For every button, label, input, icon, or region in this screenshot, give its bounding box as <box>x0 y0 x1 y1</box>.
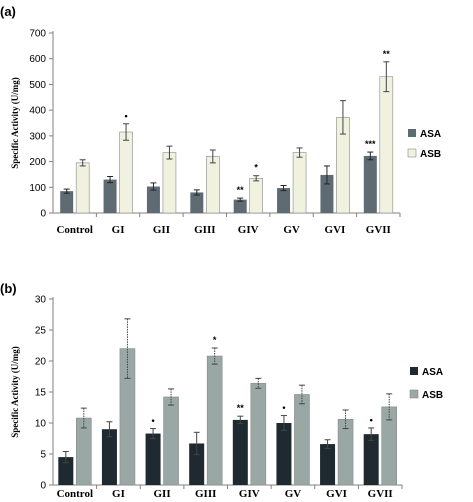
panel-label: (b) <box>0 281 17 296</box>
x-category-label: GI <box>112 224 125 236</box>
y-axis-label: Specific Activity (U/mg) <box>10 346 20 437</box>
y-tick-label: 25 <box>35 326 47 337</box>
x-category-label: GVII <box>366 224 391 236</box>
bar-asb <box>76 417 92 486</box>
legend-swatch-asb <box>407 148 417 158</box>
y-tick-label: 20 <box>35 357 47 368</box>
x-category-label: GI <box>112 488 125 500</box>
bar-asa <box>277 188 291 213</box>
x-category-label: GVI <box>326 488 347 500</box>
bar-asb <box>119 131 133 214</box>
x-category-label: GVII <box>368 488 393 500</box>
legend-swatch-asa <box>410 367 418 375</box>
bar-asb <box>381 406 397 486</box>
significance-marker: * <box>213 335 217 345</box>
y-tick-label: 0 <box>40 209 46 220</box>
legend-label-asb: ASB <box>420 149 441 160</box>
panel-label: (a) <box>0 4 16 19</box>
significance-marker: • <box>151 416 154 426</box>
bar-asa <box>190 192 204 213</box>
bar-asb <box>75 162 90 214</box>
y-tick-label: 500 <box>29 80 46 91</box>
y-tick-label: 30 <box>35 295 47 306</box>
y-tick-label: 100 <box>29 183 46 194</box>
bar-asb <box>206 156 220 214</box>
significance-marker: • <box>370 415 373 425</box>
bar-asa <box>146 186 160 213</box>
legend-label-asb: ASB <box>422 390 443 401</box>
y-tick-label: 700 <box>29 29 46 40</box>
bar-asa <box>233 199 247 213</box>
bar-asb <box>249 177 263 214</box>
x-category-label: GV <box>285 488 302 500</box>
bar-asa <box>276 423 292 485</box>
x-category-label: Control <box>56 224 92 236</box>
significance-marker: ** <box>383 49 391 59</box>
significance-marker: ** <box>237 185 245 195</box>
bar-asa <box>60 191 74 213</box>
bar-asa <box>189 443 205 485</box>
bar-asa <box>232 419 248 485</box>
x-category-label: GIII <box>195 488 216 500</box>
significance-marker: ** <box>237 403 245 413</box>
bar-asa <box>363 155 377 213</box>
y-tick-label: 200 <box>29 157 46 168</box>
bar-asb <box>206 355 223 486</box>
y-tick-label: 300 <box>29 131 46 142</box>
bar-asa <box>320 444 336 485</box>
bar-asb <box>163 396 179 486</box>
bar-asa <box>58 457 74 485</box>
bar-asb <box>292 152 307 214</box>
significance-marker: *** <box>365 139 376 149</box>
bar-asa <box>363 434 379 485</box>
bar-asa <box>145 433 161 485</box>
significance-marker: • <box>124 111 127 121</box>
x-category-label: GV <box>283 224 300 236</box>
y-tick-label: 0 <box>40 481 46 492</box>
significance-marker: • <box>282 403 285 413</box>
x-category-label: GIII <box>194 224 215 236</box>
x-category-label: GII <box>154 488 171 500</box>
x-category-label: Control <box>57 488 93 500</box>
y-tick-label: 15 <box>35 388 47 399</box>
y-tick-label: 5 <box>40 450 46 461</box>
bar-asb <box>119 348 136 486</box>
bar-asb <box>294 394 310 486</box>
significance-marker: * <box>254 163 258 173</box>
legend-swatch-asb <box>409 389 419 399</box>
y-tick-label: 10 <box>35 419 47 430</box>
y-tick-label: 600 <box>29 54 46 65</box>
legend-swatch-asa <box>408 129 416 137</box>
bar-asb <box>379 76 394 214</box>
bar-asb <box>337 418 354 486</box>
x-category-label: GIV <box>239 488 260 500</box>
x-category-label: GIV <box>238 224 259 236</box>
y-axis-label: Specific Activity (U/mg) <box>10 77 20 168</box>
chart-panel-b: (b) 0 5 10 15 20 25 30 Specific Activity (U/mg) C… <box>0 281 443 500</box>
bar-asa <box>103 179 117 213</box>
bar-asa <box>101 429 117 485</box>
bar-asb <box>162 152 177 214</box>
x-category-label: GVI <box>325 224 346 236</box>
bar-asa <box>320 174 334 213</box>
y-tick-label: 400 <box>29 106 46 117</box>
bar-asb <box>250 383 267 486</box>
legend-label-asa: ASA <box>420 129 441 140</box>
x-category-label: GII <box>153 224 170 236</box>
chart-panel-a: (a) 0 100 200 300 400 500 600 700 Specific Activi… <box>0 4 441 236</box>
legend-label-asa: ASA <box>422 367 443 378</box>
